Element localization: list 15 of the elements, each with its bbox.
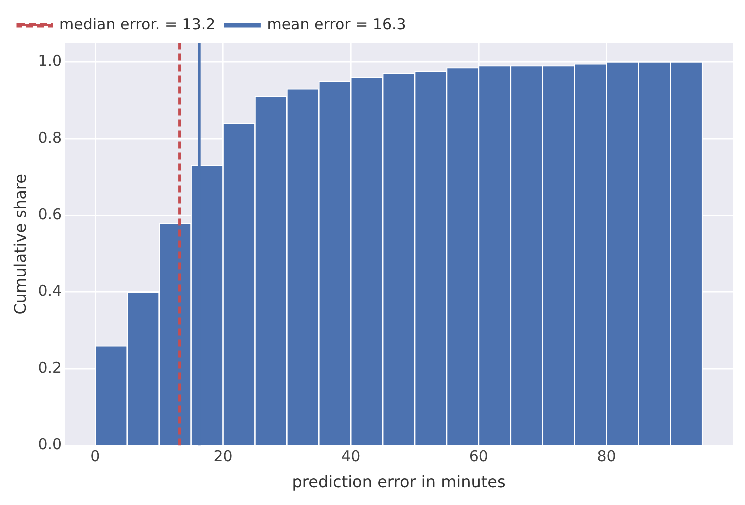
x-tick-label: 0	[90, 448, 100, 466]
x-tick-label: 80	[597, 448, 616, 466]
legend-label: median error. = 13.2	[60, 15, 216, 34]
y-tick-label: 0.0	[38, 436, 62, 454]
y-tick-label: 0.2	[38, 358, 62, 377]
y-tick-label: 1.0	[38, 52, 62, 70]
x-axis-title: prediction error in minutes	[292, 472, 506, 492]
y-tick-label: 0.4	[38, 282, 62, 300]
y-tick-label: 0.8	[38, 128, 62, 147]
x-tick-label: 40	[342, 448, 361, 466]
y-axis-title: Cumulative share	[10, 174, 30, 315]
legend-label: mean error = 16.3	[267, 15, 406, 34]
x-tick-label: 60	[469, 448, 488, 466]
x-tick-label: 20	[214, 448, 233, 466]
y-tick-label: 0.6	[38, 206, 62, 224]
